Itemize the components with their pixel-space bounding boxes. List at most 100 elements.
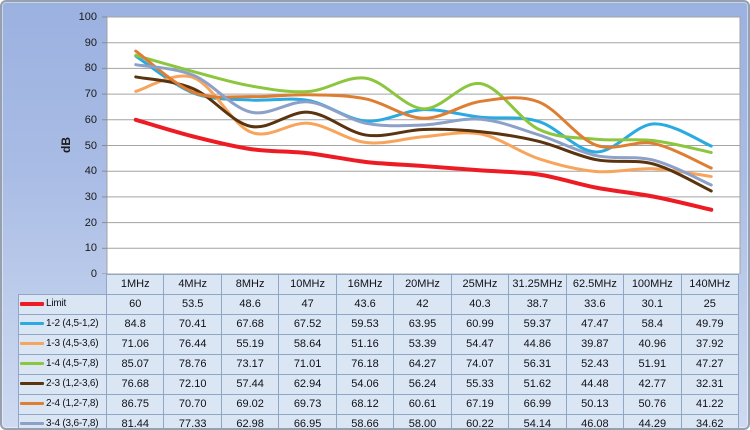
value-cell: 54.14 — [508, 413, 567, 428]
series-line-6 — [134, 63, 713, 187]
value-cell: 54.47 — [450, 333, 510, 355]
table-row: 1-3 (4,5-3,6) 71.06 76.44 55.19 58.64 51.16 53… — [18, 333, 740, 355]
value-cell: 52.43 — [565, 353, 625, 375]
value-cell: 58.00 — [393, 413, 452, 428]
value-cell: 25 — [680, 293, 740, 315]
value-cell: 47.27 — [680, 353, 740, 375]
value-cell: 51.91 — [623, 353, 682, 375]
value-cell: 67.19 — [450, 393, 510, 415]
y-tick-label: 90 — [84, 36, 97, 49]
value-cell: 67.52 — [278, 313, 337, 335]
value-cell: 66.99 — [508, 393, 567, 415]
value-cell: 43.6 — [335, 293, 395, 315]
value-cell: 78.76 — [163, 353, 222, 375]
value-cell: 39.87 — [565, 333, 625, 355]
column-header: 31.25MHz — [508, 274, 567, 295]
value-cell: 30.1 — [623, 293, 682, 315]
value-cell: 81.44 — [105, 413, 165, 428]
column-header: 4MHz — [163, 274, 222, 295]
chart-plot-svg — [102, 16, 741, 274]
column-header: 100MHz — [623, 274, 682, 295]
value-cell: 42.77 — [623, 373, 682, 395]
series-swatch — [20, 382, 44, 386]
value-cell: 50.76 — [623, 393, 682, 415]
value-cell: 62.94 — [278, 373, 337, 395]
y-tick-label: 20 — [84, 216, 97, 229]
series-swatch — [20, 362, 44, 366]
value-cell: 55.19 — [220, 333, 280, 355]
data-table: 1MHz 4MHz 8MHz 10MHz 16MHz 20MHz 25MHz 31.25MHz… — [18, 274, 740, 430]
y-tick-label: 80 — [84, 62, 97, 75]
series-swatch — [20, 301, 44, 306]
y-tick-label: 10 — [84, 242, 97, 255]
value-cell: 32.31 — [680, 373, 740, 395]
value-cell: 55.33 — [450, 373, 510, 395]
value-cell: 77.33 — [163, 413, 222, 428]
y-tick-label: 0 — [90, 268, 97, 280]
value-cell: 62.98 — [220, 413, 280, 428]
value-cell: 40.3 — [450, 293, 510, 315]
y-tick-label: 50 — [84, 139, 97, 152]
value-cell: 58.66 — [335, 413, 395, 428]
column-header: 1MHz — [105, 274, 165, 295]
value-cell: 70.70 — [163, 393, 222, 415]
series-line-2 — [134, 74, 713, 179]
value-cell: 59.37 — [508, 313, 567, 335]
value-cell: 76.68 — [105, 373, 165, 395]
series-swatch — [20, 322, 44, 326]
series-line-3 — [134, 53, 713, 155]
value-cell: 58.64 — [278, 333, 337, 355]
series-label: 2-3 (1,2-3,6) — [46, 378, 99, 390]
column-header: 20MHz — [393, 274, 452, 295]
value-cell: 42 — [393, 293, 452, 315]
y-tick-label: 100 — [78, 11, 97, 23]
legend-cell: 3-4 (3,6-7,8) — [18, 413, 107, 430]
series-line-4 — [134, 75, 713, 193]
legend-cell: Limit — [18, 293, 107, 315]
series-swatch — [20, 342, 44, 346]
table-row: Limit 60 53.5 48.6 47 43.6 42 40.3 38.7 33.6 30.1 2… — [18, 293, 740, 315]
value-cell: 68.12 — [335, 393, 395, 415]
column-header: 8MHz — [220, 274, 280, 295]
series-swatch — [20, 402, 44, 406]
value-cell: 56.24 — [393, 373, 452, 395]
value-cell: 44.48 — [565, 373, 625, 395]
value-cell: 76.18 — [335, 353, 395, 375]
value-cell: 49.79 — [680, 313, 740, 335]
column-header: 140MHz — [680, 274, 740, 295]
series-line-0 — [133, 117, 714, 212]
column-header: 62.5MHz — [565, 274, 625, 295]
series-label: 3-4 (3,6-7,8) — [46, 418, 99, 430]
value-cell: 47.47 — [565, 313, 625, 335]
value-cell: 41.22 — [680, 393, 740, 415]
value-cell: 76.44 — [163, 333, 222, 355]
value-cell: 74.07 — [450, 353, 510, 375]
series-label: Limit — [46, 298, 67, 310]
value-cell: 86.75 — [105, 393, 165, 415]
value-cell: 71.01 — [278, 353, 337, 375]
value-cell: 56.31 — [508, 353, 567, 375]
value-cell: 69.73 — [278, 393, 337, 415]
value-cell: 34.62 — [680, 413, 740, 428]
value-cell: 69.02 — [220, 393, 280, 415]
value-cell: 38.7 — [508, 293, 567, 315]
series-label: 1-3 (4,5-3,6) — [46, 338, 99, 350]
column-header: 10MHz — [278, 274, 337, 295]
value-cell: 47 — [278, 293, 337, 315]
table-row: 2-4 (1,2-7,8) 86.75 70.70 69.02 69.73 68.12 60… — [18, 393, 740, 415]
table-row: 3-4 (3,6-7,8) 81.44 77.33 62.98 66.95 58.66 58… — [18, 413, 740, 430]
series-line-5 — [134, 49, 713, 170]
value-cell: 59.53 — [335, 313, 395, 335]
column-header: 16MHz — [335, 274, 395, 295]
series-label: 1-4 (4,5-7,8) — [46, 358, 99, 370]
legend-cell: 2-4 (1,2-7,8) — [18, 393, 107, 415]
value-cell: 54.06 — [335, 373, 395, 395]
value-cell: 53.39 — [393, 333, 452, 355]
legend-cell: 2-3 (1,2-3,6) — [18, 373, 107, 395]
value-cell: 60.99 — [450, 313, 510, 335]
value-cell: 58.4 — [623, 313, 682, 335]
table-row: 1-2 (4,5-1,2) 84.8 70.41 67.68 67.52 59.53 63.… — [18, 313, 740, 335]
y-tick-label: 60 — [84, 113, 97, 126]
series-label: 2-4 (1,2-7,8) — [46, 398, 99, 410]
value-cell: 33.6 — [565, 293, 625, 315]
